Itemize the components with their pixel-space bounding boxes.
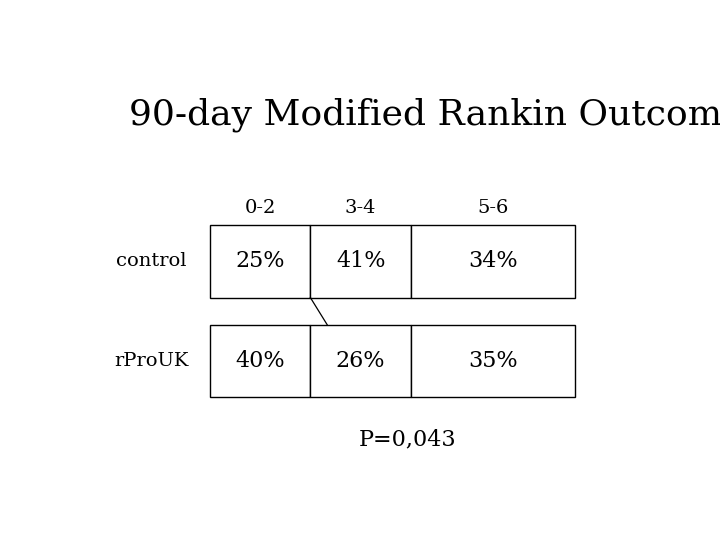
Text: control: control [116,252,186,270]
Bar [411,225,575,298]
Text: 34%: 34% [468,250,518,272]
Bar [210,325,310,397]
Text: 90-day Modified Rankin Outcome: 90-day Modified Rankin Outcome [129,97,720,132]
Text: 25%: 25% [235,250,285,272]
Text: 26%: 26% [336,350,385,372]
Text: 35%: 35% [468,350,518,372]
Text: rProUK: rProUK [114,352,189,370]
Text: 41%: 41% [336,250,385,272]
Bar [310,325,411,397]
Text: 0-2: 0-2 [245,199,276,217]
Bar [411,325,575,397]
Bar [310,225,411,298]
Text: P=0,043: P=0,043 [359,428,457,450]
Text: 5-6: 5-6 [477,199,509,217]
Text: 3-4: 3-4 [345,199,377,217]
Bar [210,225,310,298]
Text: 40%: 40% [235,350,285,372]
